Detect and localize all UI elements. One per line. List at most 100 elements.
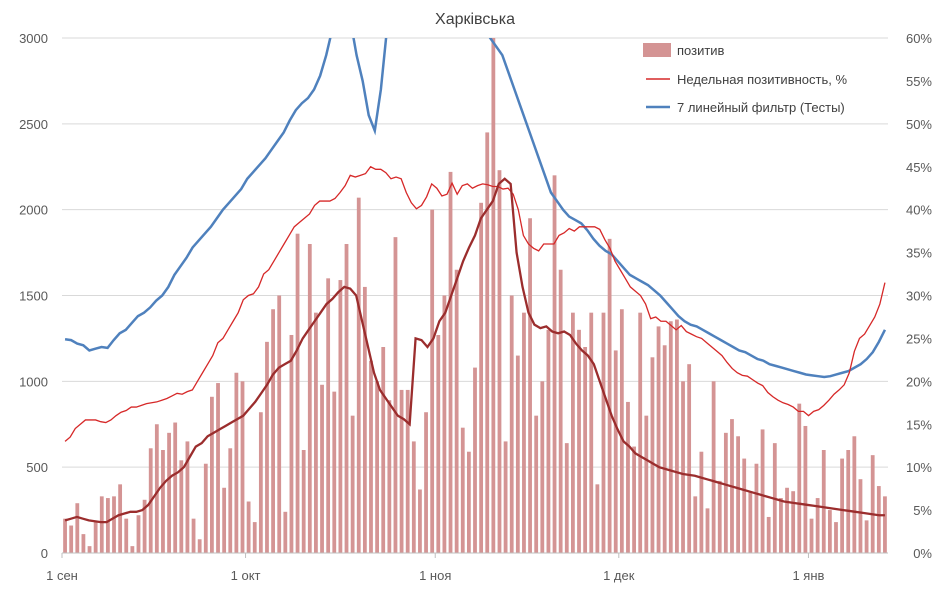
bar-positive [136,515,141,553]
y-right-tick-label: 15% [906,417,932,432]
bar-positive [332,391,337,553]
bar-positive [644,415,649,553]
bar-positive [191,518,196,553]
x-tick-label: 1 окт [231,568,261,583]
y-right-tick-label: 50% [906,117,932,132]
bar-positive [852,436,857,553]
bar-positive [265,341,269,553]
bar-positive [613,350,618,553]
bar-positive [130,546,135,553]
bar-positive [632,446,636,553]
bar-positive [283,511,288,553]
bar-positive [436,334,441,553]
bar-positive [791,491,796,553]
bar-positive [503,441,508,553]
bar-positive [246,501,251,553]
y-right-tick-label: 40% [906,203,932,218]
bar-positive [705,508,710,553]
bar-positive [118,484,123,553]
x-tick-label: 1 янв [792,568,824,583]
bar-positive [81,534,86,553]
bar-positive [595,484,600,553]
bar-positive [650,357,655,553]
bar-positive [307,244,312,553]
bar-positive [675,319,679,553]
bar-positive [534,415,539,553]
bar-positive [711,381,716,553]
bar-positive [779,498,783,553]
bar-positive [864,520,869,553]
bar-positive [460,427,465,553]
bar-positive [240,381,245,553]
bar-positive [320,384,324,553]
bar-positive [234,372,239,553]
bar-positive [411,441,416,553]
bar-positive [717,480,722,553]
bar-positive [99,496,104,553]
y-left-tick-label: 3000 [19,31,48,46]
y-right-tick-label: 55% [906,74,932,89]
bar-positive [87,546,92,553]
y-right-tick-label: 10% [906,460,932,475]
bar-positive [405,389,410,553]
bar-positive [485,132,490,553]
bar-positive [369,360,373,553]
bar-positive [63,518,67,553]
legend-label-tests: 7 линейный фильтр (Тесты) [677,100,845,115]
y-right-tick-label: 20% [906,374,932,389]
y-right-tick-label: 30% [906,289,932,304]
bar-positive [522,312,526,553]
y-right-tick-label: 45% [906,160,932,175]
bar-positive [760,429,765,553]
bar-positive [619,309,624,553]
bar-positive [124,518,129,553]
bar-positive [381,347,386,553]
bar-positive [338,280,343,553]
y-left-tick-label: 500 [26,460,48,475]
bar-positive [699,451,704,553]
bar-positive [607,238,612,553]
y-right-tick-label: 5% [913,503,932,518]
bar-positive [552,175,557,554]
bar-positive [222,487,227,553]
bar-positive [258,412,263,553]
bar-positive [314,312,318,553]
bar-positive [668,321,673,553]
bar-positive [69,525,74,553]
bar-positive [840,458,845,553]
bar-positive [356,197,361,553]
bar-positive [870,455,875,553]
y-right-tick-label: 0% [913,546,932,561]
bar-positive [228,448,233,553]
y-left-tick-label: 2000 [19,203,48,218]
bar-positive [564,443,569,553]
bar-positive [754,463,759,553]
bar-positive [173,422,178,553]
bar-positive [424,412,428,553]
legend: позитив Недельная позитивность, % 7 лине… [643,43,847,115]
bar-positive [479,202,484,554]
bar-positive [185,441,190,553]
bar-positive [362,286,367,553]
line-tests-filter [64,38,887,379]
bar-positive [142,499,147,553]
bar-positive [766,516,771,553]
bar-positive [271,309,275,553]
bar-positive [418,489,422,553]
bar-positive [846,450,851,553]
bar-positive [827,510,832,553]
bar-positive [301,450,306,553]
bar-positive [626,401,630,553]
line-positivity [64,165,886,442]
bar-positive [815,498,820,553]
bar-positive [473,367,477,553]
bar-positive [601,312,606,553]
legend-label-bars: позитив [677,43,725,58]
bar-positive [546,329,551,553]
bar-positive [454,269,459,553]
bar-positive [883,496,887,553]
positive-bars [63,38,887,554]
bar-positive [515,355,520,553]
